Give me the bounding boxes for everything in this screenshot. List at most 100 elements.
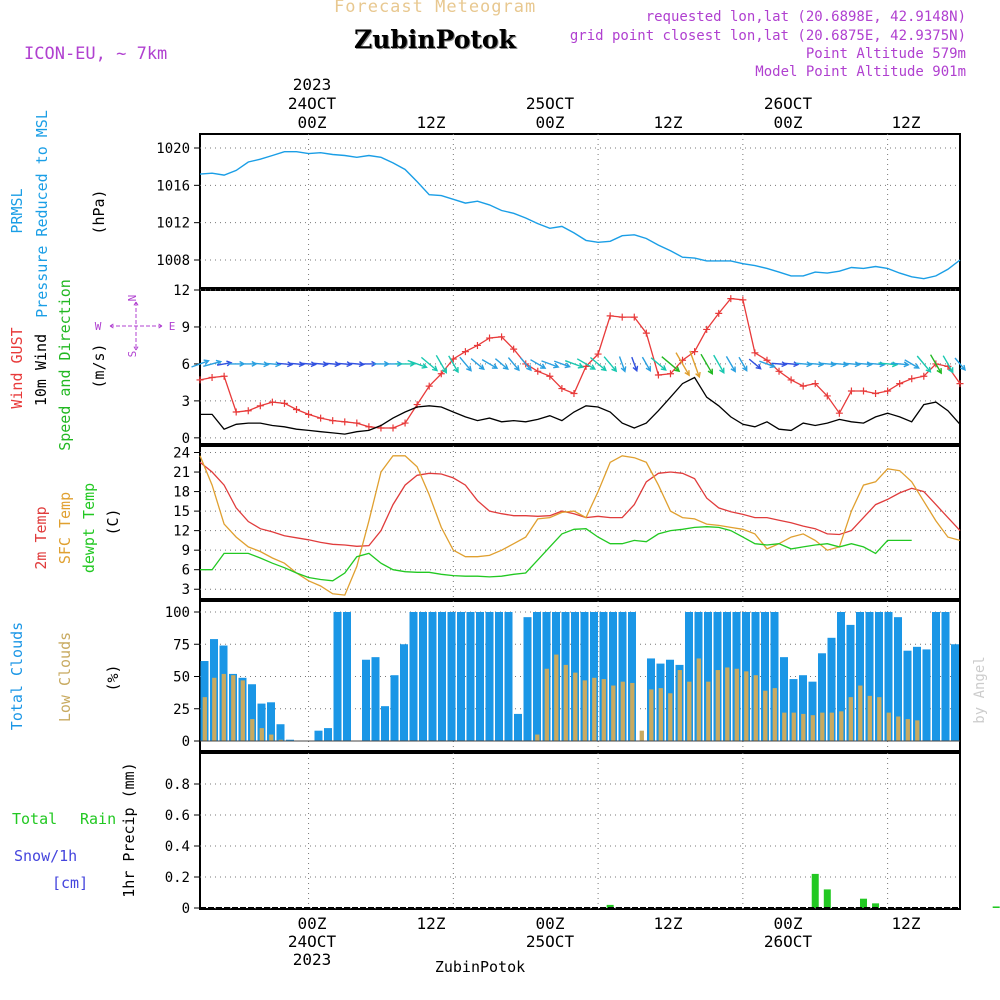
gust-marker [232,408,240,416]
precip-snow-label: Snow/1h [14,847,77,865]
total-cloud-bar [343,612,351,741]
total-cloud-bar [495,612,503,741]
total-cloud-bar [362,659,370,741]
gust-marker [884,387,892,395]
wind-arrow [191,359,210,368]
wind-arrow [650,357,667,371]
total-cloud-bar [314,730,323,741]
total-cloud-bar [400,644,408,741]
rain-bar [859,898,867,908]
gust-marker [666,370,674,378]
wind-arrow [661,356,681,373]
wind-arrow [530,359,547,369]
low-cloud-bar [582,680,587,741]
total-cloud-bar [457,612,465,741]
wind-arrow [748,358,762,370]
gust-marker [546,372,554,380]
point-altitude: Point Altitude 579m [805,46,966,62]
low-cloud-bar [269,734,274,741]
compass-n: N [126,295,139,302]
gust-marker [727,295,735,303]
low-cloud-bar [677,670,682,741]
wind-arrow [631,356,639,373]
low-cloud-bar [829,712,834,741]
wind-arrow [326,361,341,368]
top-time-label: 25OCT [526,94,575,113]
rain-bar [811,873,819,908]
wind-arrow [954,357,966,372]
gust-marker [570,389,578,397]
total-cloud-bar [865,612,874,741]
panel-frame-temp [199,445,961,600]
low-cloud-bar [278,739,283,741]
low-cloud-bar [535,734,540,741]
gust-marker [498,333,506,341]
low-cloud-bar [715,670,720,741]
gust-marker [739,296,747,304]
wind-arrow [618,356,627,373]
pressure-unit: (hPa) [90,189,108,234]
total-cloud-bar [409,612,418,741]
tick-label-temp-1: 6 [182,563,190,579]
tick-label-temp-6: 21 [173,465,190,481]
wind-arrow [738,356,748,372]
gust-marker [558,385,566,393]
gust-marker [908,375,916,383]
wind-arrow [890,361,910,368]
low-cloud-bar [601,679,606,741]
total-cloud-bar [789,679,798,741]
wind-arrow [448,355,459,374]
top-time-label: 26OCT [764,94,813,113]
tick-label-clouds-1: 25 [173,702,190,718]
total-cloud-bar [485,612,494,741]
low-cloud-bar [896,716,901,741]
wind-arrow [203,359,223,367]
low-cloud-bar [915,720,920,741]
total-cloud-bar [618,612,627,741]
wind-arrow [470,358,485,371]
low-cloud-bar [250,719,255,741]
tick-label-clouds-2: 50 [173,670,190,686]
wind-arrow [338,361,353,368]
total-cloud-bar [628,612,636,741]
tick-label-clouds-4: 100 [165,605,190,621]
tick-label-temp-2: 9 [182,543,190,559]
total-cloud-bar [827,637,836,741]
tick-label-temp-5: 18 [173,485,190,501]
low-cloud-bar [620,681,625,741]
wind-arrow [289,361,306,368]
gust-marker [341,418,349,426]
gust-marker [594,350,602,358]
total-cloud-bar [286,739,294,741]
temp-sfc-label: SFC Temp [56,492,74,564]
gust-marker [534,367,542,375]
total-cloud-bar [476,612,484,741]
overtitle: Forecast Meteogram [334,0,537,17]
compass-s: S [126,351,139,358]
total-cloud-bar [837,612,845,741]
bottom-time-label: 00Z [536,914,565,933]
low-cloud-bar [611,685,616,741]
wind-arrow [916,355,932,373]
tick-label-wind-0: 0 [182,431,190,447]
total-cloud-bar [951,644,959,741]
model-name: ICON-EU, ~ 7km [24,44,168,64]
total-cloud-bar [390,675,399,741]
wind-arrow [420,356,439,372]
footer-location: ZubinPotok [435,958,525,976]
low-cloud-bar [687,681,692,741]
low-cloud-bar [905,719,910,741]
low-cloud-bar [734,668,739,741]
gust-marker [654,371,662,379]
low-cloud-bar [791,712,796,741]
wind-arrow [942,355,954,374]
pressure-line [199,150,961,280]
total-cloud-bar [884,612,893,741]
gust-marker [220,372,228,380]
wind-unit: (m/s) [90,343,108,388]
model-altitude: Model Point Altitude 901m [755,64,966,80]
wind-arrow [725,356,736,373]
tick-label-temp-4: 15 [173,504,190,520]
compass-arrows [109,301,163,351]
